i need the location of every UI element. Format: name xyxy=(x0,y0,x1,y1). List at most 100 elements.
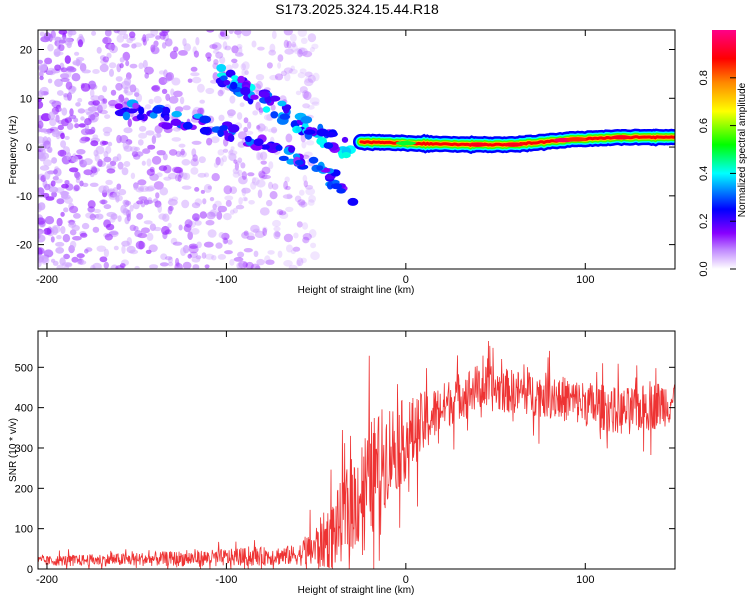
noise-blob xyxy=(225,199,232,207)
noise-blob xyxy=(235,204,245,210)
noise-blob xyxy=(212,72,219,81)
noise-blob xyxy=(171,137,182,142)
noise-blob xyxy=(126,37,134,44)
noise-blob xyxy=(56,264,65,269)
noise-blob xyxy=(103,156,112,163)
noise-blob xyxy=(78,123,87,128)
noise-blob xyxy=(241,187,247,197)
noise-blob xyxy=(134,265,140,269)
noise-blob xyxy=(91,30,97,36)
noise-blob xyxy=(160,253,168,260)
noise-blob xyxy=(212,203,217,210)
noise-blob xyxy=(307,74,316,83)
noise-blob xyxy=(63,207,69,213)
noise-blob xyxy=(49,118,57,127)
noise-blob xyxy=(206,137,213,146)
noise-blob xyxy=(90,140,99,147)
noise-blob xyxy=(277,250,283,258)
noise-blob xyxy=(304,76,312,84)
colorbar-label: Normalized spectral amplitude xyxy=(737,82,748,217)
noise-blob xyxy=(149,166,155,173)
noise-blob xyxy=(119,57,125,63)
noise-blob xyxy=(238,46,243,55)
noise-blob xyxy=(211,42,222,51)
noise-blob xyxy=(215,51,224,59)
noise-blob xyxy=(253,250,259,257)
noise-blob xyxy=(38,234,46,243)
noise-blob xyxy=(309,46,315,53)
noise-blob xyxy=(72,236,82,241)
noise-blob xyxy=(190,66,198,72)
noise-blob xyxy=(271,126,278,134)
noise-blob xyxy=(184,219,193,228)
noise-blob xyxy=(272,219,281,228)
noise-blob xyxy=(229,95,236,104)
noise-blob xyxy=(136,213,144,220)
noise-blob xyxy=(47,43,54,52)
noise-blob xyxy=(61,183,69,189)
noise-blob xyxy=(231,62,239,69)
noise-blob xyxy=(304,151,313,157)
noise-blob xyxy=(246,235,256,241)
noise-blob xyxy=(179,96,185,105)
noise-blob xyxy=(64,55,71,64)
noise-blob xyxy=(76,149,86,155)
noise-blob xyxy=(47,78,53,84)
noise-blob xyxy=(227,109,236,117)
noise-blob xyxy=(97,104,103,114)
noise-blob xyxy=(217,254,227,260)
noise-blob xyxy=(84,118,92,126)
arc-blob xyxy=(341,152,351,159)
noise-blob xyxy=(200,189,205,194)
noise-blob xyxy=(163,176,172,181)
noise-blob xyxy=(178,50,188,56)
noise-blob xyxy=(188,243,198,249)
spectrogram-frame xyxy=(37,29,676,270)
noise-blob xyxy=(116,153,122,161)
noise-blob xyxy=(74,123,80,129)
noise-blob xyxy=(138,132,148,139)
noise-blob xyxy=(224,250,233,255)
noise-blob xyxy=(244,70,249,76)
noise-blob xyxy=(222,41,228,50)
noise-blob xyxy=(294,195,302,203)
noise-blob xyxy=(215,242,223,249)
noise-blob xyxy=(191,148,197,157)
arc-blob xyxy=(324,131,337,138)
arc-blob xyxy=(171,110,182,118)
noise-blob xyxy=(117,161,124,170)
noise-blob xyxy=(228,150,238,156)
arc-blob xyxy=(279,113,291,120)
noise-blob xyxy=(214,200,222,208)
noise-blob xyxy=(286,193,293,200)
noise-blob xyxy=(175,150,182,157)
noise-blob xyxy=(217,89,224,97)
arc-blob xyxy=(278,155,289,161)
y-tick-label: 400 xyxy=(15,403,33,415)
noise-blob xyxy=(290,43,298,52)
noise-blob xyxy=(234,162,239,171)
noise-blob xyxy=(68,202,74,210)
noise-blob xyxy=(90,114,96,121)
noise-blob xyxy=(261,166,271,175)
noise-blob xyxy=(203,183,212,193)
noise-blob xyxy=(69,108,74,117)
noise-blob xyxy=(171,196,179,202)
noise-blob xyxy=(150,45,160,55)
noise-blob xyxy=(71,256,79,263)
noise-blob xyxy=(80,232,88,238)
noise-blob xyxy=(103,150,109,158)
noise-blob xyxy=(204,264,210,269)
noise-blob xyxy=(231,45,239,54)
noise-blob xyxy=(265,259,275,265)
noise-blob xyxy=(296,221,303,228)
noise-blob xyxy=(38,59,43,64)
noise-blob xyxy=(76,253,85,259)
noise-blob xyxy=(195,37,200,46)
noise-blob xyxy=(118,188,127,196)
noise-blob xyxy=(237,131,247,140)
noise-blob xyxy=(80,116,85,121)
noise-blob xyxy=(79,138,88,144)
noise-blob xyxy=(299,86,308,94)
noise-blob xyxy=(290,65,295,71)
